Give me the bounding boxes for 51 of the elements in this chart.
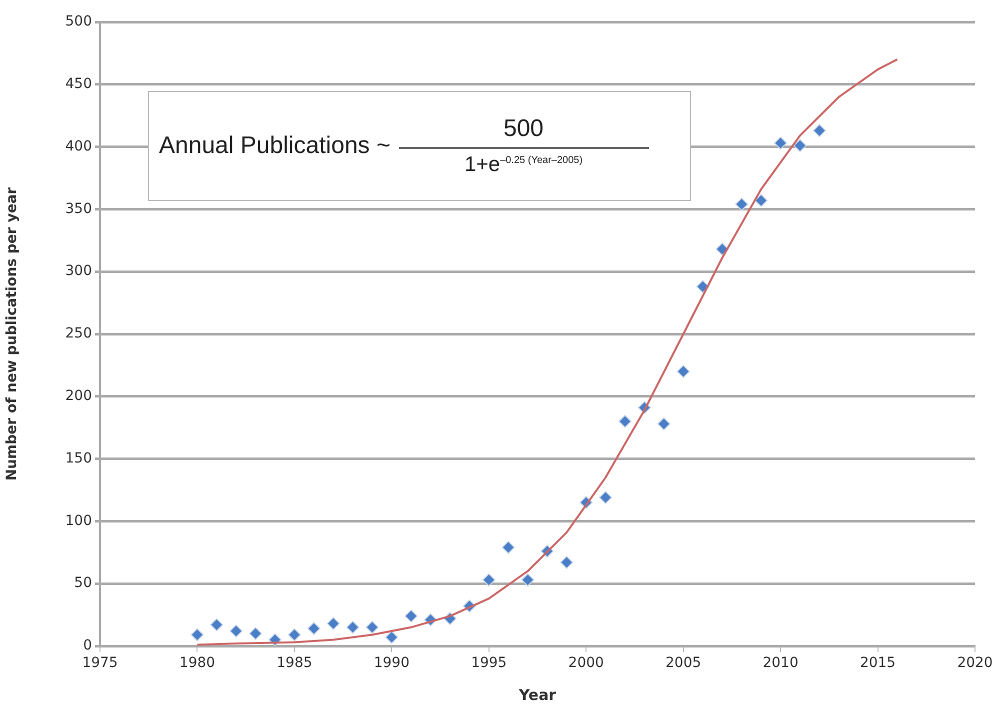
point bbox=[657, 417, 670, 430]
point bbox=[754, 194, 768, 207]
x-tick-label: 1975 bbox=[82, 655, 118, 672]
point bbox=[482, 573, 496, 586]
y-tick-label: 250 bbox=[65, 326, 92, 342]
y-tick-label: 0 bbox=[83, 638, 92, 654]
y-tick-label: 500 bbox=[65, 14, 92, 30]
point bbox=[774, 136, 788, 150]
point bbox=[560, 556, 574, 569]
x-tick-label: 2010 bbox=[762, 655, 798, 672]
point bbox=[230, 624, 243, 638]
y-tick-label: 300 bbox=[65, 263, 92, 280]
annotation: 1+e$^{–0.25 (Year–2005)}$ bbox=[464, 152, 583, 177]
annotation: Annual Publications ~ bbox=[159, 132, 390, 160]
point bbox=[210, 618, 224, 632]
y-tick-label: 450 bbox=[65, 76, 92, 92]
point bbox=[618, 414, 632, 428]
point bbox=[346, 620, 360, 634]
point bbox=[502, 540, 515, 554]
annotation: 500 bbox=[398, 115, 648, 149]
point bbox=[385, 630, 398, 644]
point bbox=[288, 628, 301, 642]
formula-box: Annual Publications ~ 500 1+e$^{–0.25 (Year–2005)}$ bbox=[148, 91, 691, 201]
y-tick-label: 50 bbox=[74, 575, 92, 592]
point bbox=[521, 573, 534, 586]
point bbox=[326, 617, 340, 630]
y-tick-label: 100 bbox=[65, 512, 92, 529]
x-tick-label: 1995 bbox=[471, 655, 507, 672]
x-tick-label: 1980 bbox=[179, 655, 216, 672]
point bbox=[404, 610, 418, 623]
x-tick-label: 2020 bbox=[957, 655, 993, 672]
y-tick-label: 150 bbox=[65, 450, 92, 466]
y-tick-label: 200 bbox=[65, 388, 92, 404]
x-tick-label: 1985 bbox=[276, 655, 312, 672]
y-axis-title: Number of new publications per year bbox=[4, 187, 20, 481]
x-axis-title: Year bbox=[518, 686, 557, 704]
point bbox=[599, 490, 612, 504]
point bbox=[190, 628, 204, 642]
x-tick-label: 2005 bbox=[666, 655, 702, 672]
x-tick-label: 2015 bbox=[860, 655, 896, 672]
point bbox=[676, 364, 690, 378]
point bbox=[307, 622, 320, 636]
x-tick-label: 1990 bbox=[374, 655, 410, 672]
point bbox=[812, 124, 826, 138]
point bbox=[366, 620, 379, 634]
x-tick-label: 2000 bbox=[568, 655, 604, 672]
point bbox=[735, 198, 748, 211]
y-tick-label: 350 bbox=[65, 200, 92, 217]
y-tick-label: 400 bbox=[65, 138, 92, 154]
point bbox=[794, 139, 806, 152]
point bbox=[249, 627, 262, 640]
